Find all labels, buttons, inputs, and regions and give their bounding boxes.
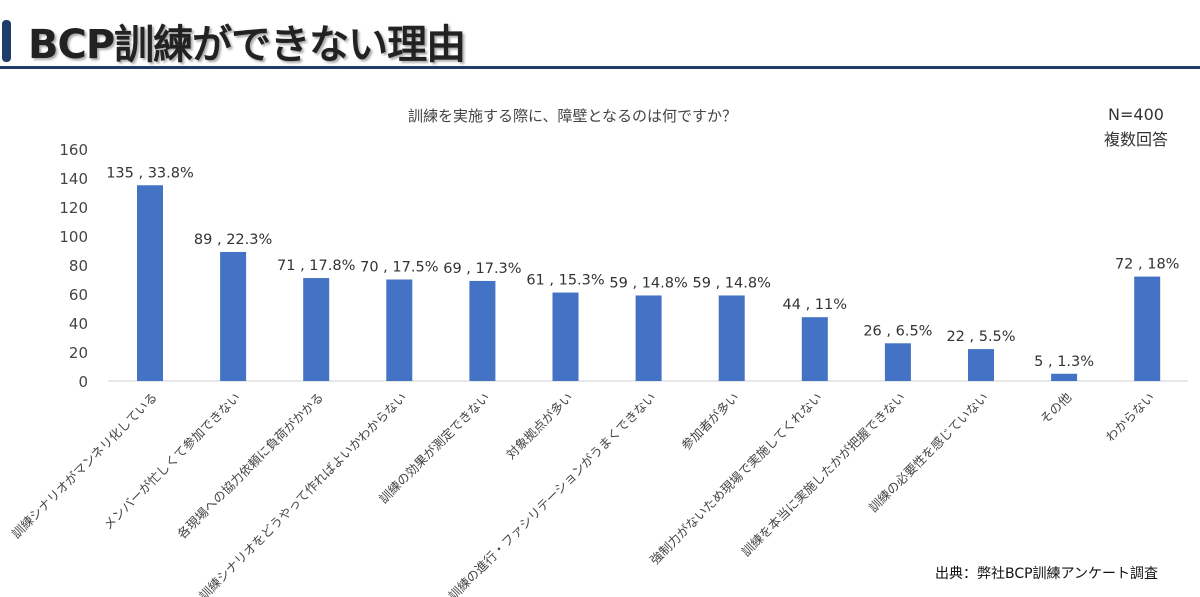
data-label: 59 , 14.8% — [609, 275, 687, 291]
x-tick-label: その他 — [1037, 389, 1074, 426]
data-label: 72 , 18% — [1115, 257, 1180, 273]
x-tick-label: 各現場への協力依頼に負荷がかかる — [174, 390, 326, 542]
data-label: 135 , 33.8% — [106, 165, 194, 181]
y-tick-label: 60 — [69, 286, 88, 304]
x-tick-label: わからない — [1103, 390, 1158, 445]
x-tick-label: 強制力がないため現場で実施してくれない — [647, 390, 825, 568]
title-accent-bar — [2, 20, 11, 62]
data-label: 26 , 6.5% — [863, 323, 932, 339]
data-label: 89 , 22.3% — [194, 232, 272, 248]
y-tick-label: 160 — [59, 141, 88, 159]
x-tick-label: 訓練を本当に実施したかが把握できない — [738, 390, 908, 560]
bar — [552, 292, 579, 381]
bar — [386, 279, 413, 381]
bar — [1134, 276, 1161, 381]
bar — [469, 280, 496, 381]
data-label: 61 , 15.3% — [526, 273, 604, 289]
chart-title: 訓練を実施する際に、障壁となるのは何ですか？ — [407, 107, 738, 125]
bar — [968, 349, 994, 381]
x-tick-label: 参加者が多い — [678, 390, 742, 454]
bar — [635, 295, 662, 381]
title-divider — [0, 66, 1200, 69]
data-label: 69 , 17.3% — [443, 261, 521, 277]
data-label: 44 , 11% — [783, 297, 848, 313]
bar — [718, 295, 745, 381]
bar — [1051, 373, 1078, 381]
y-tick-label: 40 — [69, 315, 88, 333]
bar — [303, 278, 330, 381]
y-tick-label: 0 — [78, 373, 88, 391]
y-tick-label: 80 — [69, 257, 88, 275]
data-label: 71 , 17.8% — [277, 258, 355, 274]
page-title: BCP訓練ができない理由 — [28, 22, 466, 68]
multiple-answer-note: 複数回答 — [1103, 130, 1168, 149]
y-tick-label: 100 — [59, 228, 88, 246]
bar — [801, 317, 828, 381]
data-label: 5 , 1.3% — [1034, 354, 1094, 370]
bar — [137, 185, 163, 381]
x-tick-label: メンバーが忙しくて参加できない — [100, 390, 243, 533]
y-tick-label: 120 — [59, 199, 88, 217]
data-label: 59 , 14.8% — [693, 275, 771, 291]
x-tick-label: 訓練シナリオがマンネリ化している — [9, 390, 161, 542]
data-label: 22 , 5.5% — [946, 329, 1015, 345]
y-tick-label: 20 — [69, 344, 88, 362]
data-label: 70 , 17.5% — [360, 260, 438, 276]
source-note: 出典：弊社BCP訓練アンケート調査 — [934, 566, 1158, 582]
x-tick-label: 対象拠点が多い — [503, 390, 575, 462]
bar — [220, 251, 247, 381]
bar — [884, 343, 911, 381]
sample-size: N=400 — [1108, 105, 1164, 124]
y-tick-label: 140 — [59, 170, 88, 188]
sample-note: N=400 複数回答 — [1104, 102, 1168, 152]
